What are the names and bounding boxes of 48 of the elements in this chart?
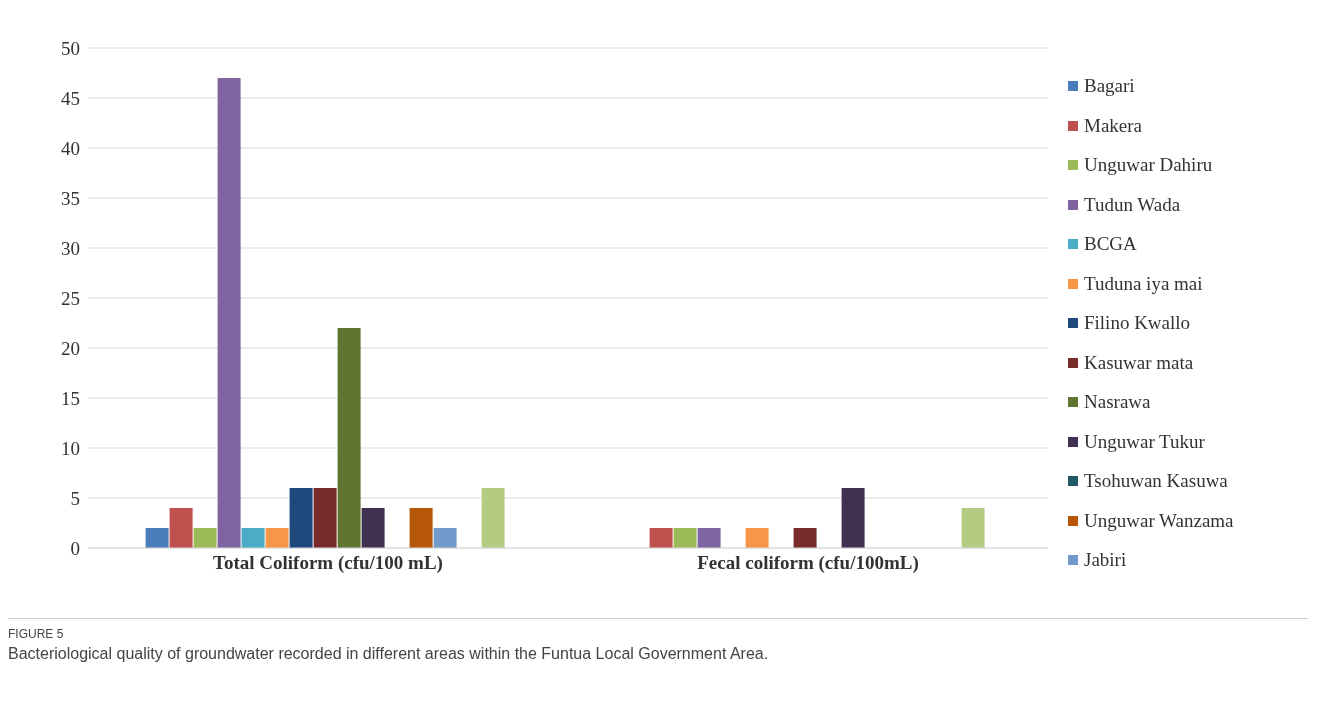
bar — [169, 508, 193, 548]
text: Bacteriological quality of groundwater recorded in different areas within the Funtua Local Government Area. — [8, 645, 770, 663]
bar — [361, 508, 385, 548]
y-tick-label: 30 — [61, 237, 80, 259]
bar — [217, 78, 241, 548]
bar — [481, 488, 505, 548]
y-tick-label: 10 — [61, 437, 80, 459]
bar — [697, 528, 721, 548]
bar — [649, 528, 673, 548]
legend-label: Kasuwar mata — [1084, 351, 1194, 374]
x-tick-label: Fecal coliform (cfu/100mL) — [697, 552, 919, 575]
legend-label: Tuduna iya mai — [1084, 272, 1203, 295]
y-tick-label: 5 — [70, 487, 80, 509]
bar — [241, 528, 265, 548]
bar — [841, 488, 865, 548]
y-tick-label: 0 — [70, 537, 80, 559]
bar — [433, 528, 457, 548]
legend-label: Unguwar Wanzama — [1084, 509, 1234, 532]
legend-label: Makera — [1084, 114, 1143, 137]
legend-label: Tsohuwan Kasuwa — [1084, 470, 1228, 492]
bar — [673, 528, 697, 548]
legend-label: Filino Kwallo — [1084, 312, 1191, 334]
bar — [265, 528, 289, 548]
bar — [961, 508, 985, 548]
bar — [289, 488, 313, 548]
bar — [337, 328, 361, 548]
y-tick-label: 25 — [61, 287, 80, 309]
legend-label: Unguwar Dahiru — [1084, 154, 1213, 176]
y-tick-label: 40 — [61, 137, 80, 159]
legend-label: Bagari — [1084, 75, 1135, 97]
bar — [745, 528, 769, 548]
x-tick-label: Total Coliform (cfu/100 mL) — [213, 552, 443, 575]
bar — [793, 528, 817, 548]
legend-label: BCGA — [1084, 233, 1137, 255]
legend-label: Jabiri — [1084, 549, 1127, 571]
legend-label: Tudun Wada — [1084, 193, 1181, 216]
legend-label: Nasrawa — [1084, 391, 1151, 413]
y-tick-label: 15 — [61, 387, 80, 409]
y-tick-label: 45 — [61, 87, 80, 109]
y-tick-label: 35 — [61, 187, 80, 209]
y-tick-label: 20 — [61, 337, 80, 359]
bar — [193, 528, 217, 548]
bar — [145, 528, 169, 548]
bar — [313, 488, 337, 548]
bar — [409, 508, 433, 548]
legend-label: Unguwar Tukur — [1084, 430, 1205, 453]
caption: FIGURE 5 — [8, 627, 65, 641]
y-tick-label: 50 — [61, 37, 80, 59]
